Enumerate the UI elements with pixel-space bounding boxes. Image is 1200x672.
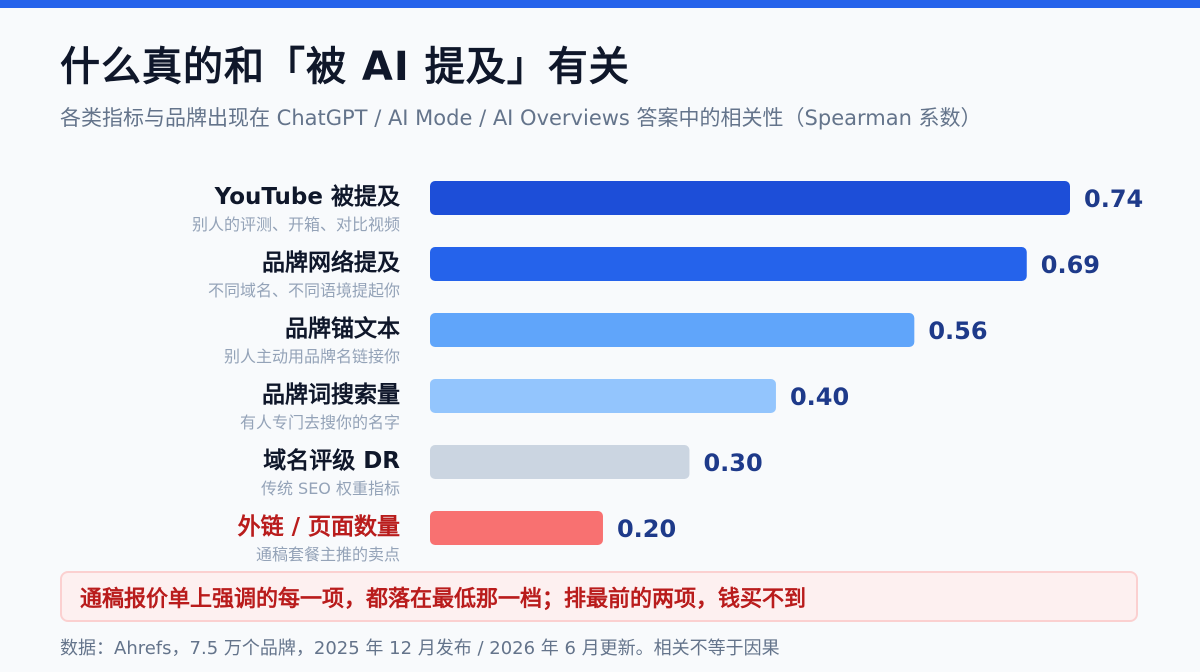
page-title: 什么真的和「被 AI 提及」有关: [60, 44, 630, 90]
category-label: 域名评级 DR: [263, 447, 400, 474]
category-label: 外链 / 页面数量: [238, 513, 400, 540]
value-label: 0.40: [790, 383, 849, 411]
value-label: 0.30: [703, 449, 762, 477]
bar: [430, 511, 603, 545]
bar: [430, 313, 915, 347]
category-label: 品牌锚文本: [285, 315, 400, 342]
page-subtitle: 各类指标与品牌出现在 ChatGPT / AI Mode / AI Overvi…: [60, 106, 982, 130]
category-note: 有人专门去搜你的名字: [240, 413, 400, 432]
category-label: YouTube 被提及: [214, 183, 400, 210]
bar: [430, 379, 776, 413]
category-note: 通稿套餐主推的卖点: [256, 545, 400, 564]
category-note: 别人主动用品牌名链接你: [224, 347, 400, 366]
bar: [430, 247, 1027, 281]
bar: [430, 445, 690, 479]
category-label: 品牌网络提及: [262, 249, 400, 276]
value-label: 0.69: [1041, 251, 1100, 279]
category-note: 传统 SEO 权重指标: [261, 479, 400, 498]
callout-text: 通稿报价单上强调的每一项，都落在最低那一档；排最前的两项，钱买不到: [80, 586, 807, 612]
bar: [430, 181, 1070, 215]
top-accent-bar: [0, 0, 1200, 8]
source-note: 数据：Ahrefs，7.5 万个品牌，2025 年 12 月发布 / 2026 …: [60, 638, 780, 659]
category-note: 别人的评测、开箱、对比视频: [192, 215, 400, 234]
category-label: 品牌词搜索量: [262, 381, 400, 408]
value-label: 0.74: [1084, 185, 1143, 213]
category-note: 不同域名、不同语境提起你: [208, 281, 400, 300]
value-label: 0.20: [617, 515, 676, 543]
callout-box: 通稿报价单上强调的每一项，都落在最低那一档；排最前的两项，钱买不到: [60, 571, 1138, 622]
value-label: 0.56: [928, 317, 987, 345]
